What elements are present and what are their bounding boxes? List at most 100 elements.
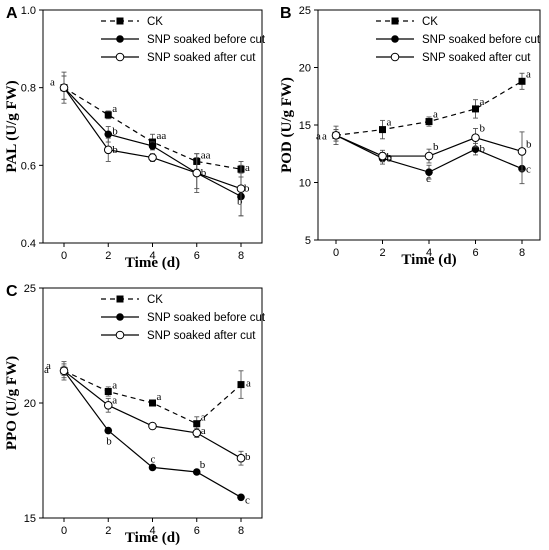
legend-label: CK bbox=[147, 294, 163, 306]
y-tick-label: 5 bbox=[305, 235, 311, 247]
significance-label: a bbox=[112, 380, 117, 392]
significance-label: b bbox=[244, 183, 250, 195]
legend-label: SNP soaked after cut bbox=[422, 52, 531, 64]
series-line bbox=[63, 370, 242, 425]
legend-entry: SNP soaked after cut bbox=[101, 330, 256, 342]
x-tick-label: 2 bbox=[105, 525, 111, 537]
panel-c: C 15 20 25 0 2 4 6 8 Time (d) PPO (U/g FW) CK SNP so… bbox=[4, 283, 266, 546]
legend-marker bbox=[115, 52, 125, 62]
significance-label: b bbox=[387, 152, 393, 164]
significance-label: b bbox=[200, 459, 206, 471]
data-point bbox=[103, 145, 113, 155]
legend-entry: CK bbox=[376, 16, 438, 28]
data-point bbox=[237, 381, 245, 389]
y-tick-label: 0.4 bbox=[21, 238, 36, 250]
legend-marker bbox=[391, 35, 399, 43]
x-axis-title: Time (d) bbox=[401, 252, 456, 268]
y-tick-label: 20 bbox=[24, 398, 36, 410]
significance-label: a bbox=[112, 103, 117, 115]
x-axis-title: Time (d) bbox=[125, 255, 180, 271]
significance-label: b bbox=[433, 141, 439, 153]
legend-label: SNP soaked before cut bbox=[422, 34, 541, 46]
data-point bbox=[148, 463, 157, 472]
data-point bbox=[471, 133, 480, 142]
panel-letter: A bbox=[6, 5, 18, 22]
y-axis-title: POD (U/g FW) bbox=[279, 77, 295, 173]
legend-entry: SNP soaked after cut bbox=[101, 52, 256, 64]
significance-label: a bbox=[201, 412, 206, 424]
data-point bbox=[148, 421, 157, 431]
significance-label: b bbox=[480, 143, 486, 155]
x-tick-label: 6 bbox=[194, 250, 200, 262]
data-point bbox=[378, 151, 387, 161]
panel-b: B 5 10 15 20 25 0 2 4 6 8 Time (d) POD (U/g FW) CK SNP… bbox=[279, 5, 541, 268]
significance-label: b bbox=[106, 436, 112, 448]
significance-label: b bbox=[480, 123, 486, 135]
x-tick-label: 4 bbox=[426, 247, 432, 259]
significance-label: a bbox=[50, 77, 55, 89]
significance-label: a bbox=[316, 130, 321, 142]
data-point bbox=[104, 426, 113, 435]
significance-label: b bbox=[201, 167, 207, 179]
significance-label: a bbox=[322, 130, 327, 142]
data-point bbox=[379, 126, 386, 134]
significance-label: c bbox=[526, 164, 531, 176]
data-point bbox=[192, 468, 201, 476]
significance-label: b bbox=[112, 144, 118, 156]
legend-label: SNP soaked before cut bbox=[147, 34, 266, 46]
y-tick-label: 1.0 bbox=[21, 5, 36, 17]
legend-marker bbox=[391, 17, 399, 25]
data-point bbox=[424, 151, 434, 161]
panel-a: A 0.4 0.6 0.8 1.0 0 2 4 6 8 Time (d) PAL (U/g FW) CK… bbox=[4, 5, 266, 271]
x-tick-label: 0 bbox=[333, 247, 339, 259]
legend-entry: SNP soaked after cut bbox=[376, 52, 531, 64]
legend-label: CK bbox=[422, 16, 438, 28]
y-tick-label: 20 bbox=[299, 63, 311, 75]
x-tick-label: 8 bbox=[519, 247, 525, 259]
series-1: bbb bbox=[60, 75, 245, 217]
significance-label: b bbox=[112, 125, 118, 137]
y-tick-label: 10 bbox=[299, 178, 311, 190]
legend-entry: SNP soaked before cut bbox=[376, 34, 541, 46]
legend-marker bbox=[116, 313, 124, 321]
x-tick-label: 2 bbox=[105, 250, 111, 262]
significance-label: aa bbox=[157, 130, 167, 142]
x-tick-label: 0 bbox=[61, 250, 67, 262]
y-tick-label: 15 bbox=[299, 120, 311, 132]
legend-marker bbox=[115, 330, 125, 340]
x-tick-label: 8 bbox=[238, 250, 244, 262]
series-line bbox=[63, 370, 242, 459]
legend-entry: SNP soaked before cut bbox=[101, 312, 266, 324]
significance-label: b bbox=[245, 451, 251, 463]
data-point bbox=[103, 401, 113, 410]
data-point bbox=[192, 428, 202, 438]
significance-label: a bbox=[245, 162, 250, 174]
significance-label: b bbox=[237, 195, 243, 207]
y-tick-label: 0.6 bbox=[21, 160, 36, 172]
data-point bbox=[59, 83, 69, 92]
panel-letter: C bbox=[6, 283, 18, 300]
legend-marker bbox=[116, 35, 124, 43]
x-tick-label: 0 bbox=[61, 525, 67, 537]
y-axis-title: PPO (U/g FW) bbox=[4, 356, 20, 450]
data-point bbox=[104, 388, 112, 395]
series-line bbox=[335, 80, 523, 136]
data-point bbox=[425, 118, 433, 126]
significance-label: a bbox=[246, 378, 251, 390]
significance-label: aa bbox=[201, 149, 211, 161]
significance-label: c bbox=[151, 453, 156, 465]
legend-marker bbox=[116, 295, 124, 303]
significance-label: a bbox=[44, 364, 49, 376]
significance-label: a bbox=[201, 425, 206, 437]
data-point bbox=[59, 366, 69, 376]
data-point bbox=[236, 453, 246, 463]
data-point bbox=[236, 184, 246, 193]
legend-label: SNP soaked after cut bbox=[147, 52, 256, 64]
x-tick-label: 4 bbox=[149, 250, 155, 262]
data-point bbox=[104, 130, 113, 139]
legend-label: SNP soaked after cut bbox=[147, 330, 256, 342]
y-tick-label: 15 bbox=[24, 513, 36, 525]
x-tick-label: 6 bbox=[472, 247, 478, 259]
